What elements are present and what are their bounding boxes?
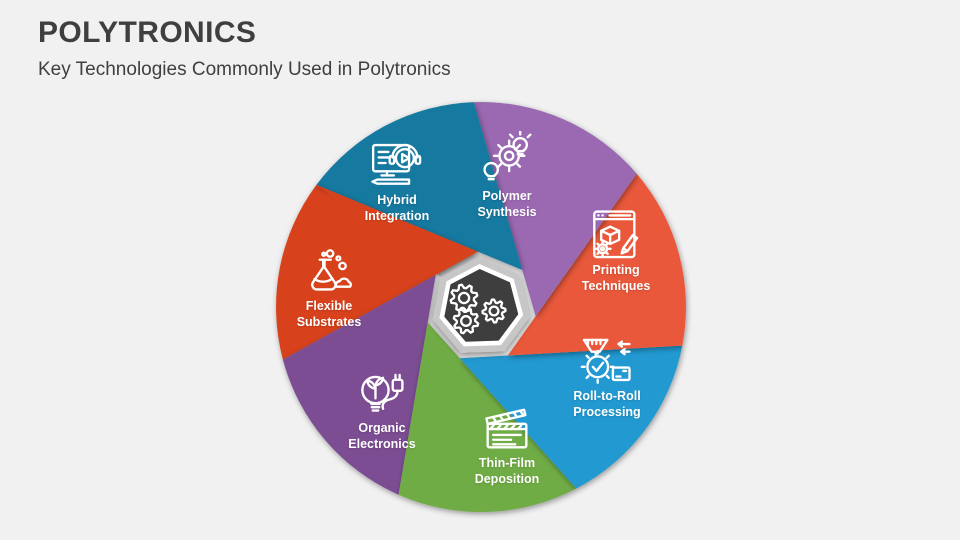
blade-hybrid-integration bbox=[316, 102, 523, 270]
gear-lightbulbs-icon bbox=[483, 131, 532, 181]
blade-organic-electronics bbox=[282, 274, 436, 495]
blade-printing-techniques bbox=[507, 173, 686, 356]
page-subtitle: Key Technologies Commonly Used in Polytr… bbox=[38, 59, 451, 80]
blade-flexible-substrates bbox=[276, 184, 478, 360]
blade-polymer-synthesis bbox=[473, 101, 637, 317]
funnel-check-icon bbox=[580, 338, 631, 384]
clapperboard-icon bbox=[485, 408, 528, 449]
segment-label-thin-film-deposition: Thin-Film Deposition bbox=[474, 456, 540, 486]
segment-label-organic-electronics: Organic Electronics bbox=[348, 421, 416, 451]
page-title: POLYTRONICS bbox=[38, 16, 257, 49]
monitor-multimedia-icon bbox=[371, 143, 422, 185]
segment-label-roll-to-roll-processing: Roll-to-Roll Processing bbox=[573, 389, 641, 419]
segment-label-flexible-substrates: Flexible Substrates bbox=[296, 299, 362, 329]
gears-icon bbox=[449, 283, 507, 335]
blade-roll-to-roll-processing bbox=[459, 345, 683, 489]
segment-label-polymer-synthesis: Polymer Synthesis bbox=[477, 189, 537, 219]
print-window-pencil-icon bbox=[593, 210, 639, 259]
flask-icon bbox=[311, 249, 352, 291]
segment-label-printing-techniques: Printing Techniques bbox=[581, 263, 651, 293]
segment-label-hybrid-integration: Hybrid Integration bbox=[364, 193, 430, 223]
bulb-plant-plug-icon bbox=[361, 373, 404, 412]
